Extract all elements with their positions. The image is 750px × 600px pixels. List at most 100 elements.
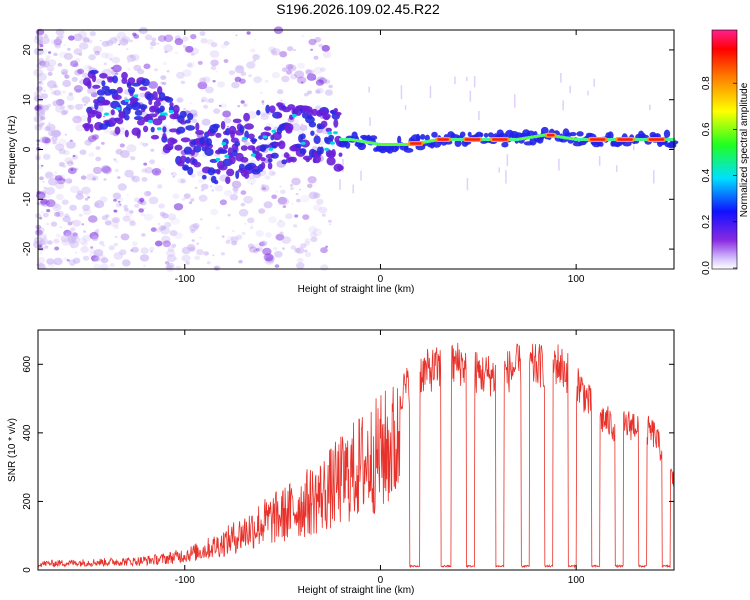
spectrogram-speckle bbox=[197, 81, 208, 90]
spectrogram-speckle bbox=[226, 235, 234, 242]
spectrogram-speckle bbox=[190, 173, 196, 178]
spectrogram-speckle bbox=[196, 249, 204, 256]
spectrogram-ridge-blob bbox=[403, 147, 414, 153]
spectrogram-ridge-blob bbox=[212, 123, 220, 129]
colorbar-gradient bbox=[711, 29, 738, 270]
spectrogram-speckle bbox=[88, 135, 97, 143]
spectrogram-core bbox=[292, 114, 297, 118]
spectrogram-speckle bbox=[84, 139, 92, 146]
snr-frame bbox=[37, 329, 675, 571]
spectrogram-speckle bbox=[246, 31, 251, 35]
spectrogram-speckle bbox=[232, 229, 235, 233]
spectrogram-speckle bbox=[62, 215, 71, 223]
spectrogram-speckle bbox=[126, 48, 129, 50]
spectrogram-speckle bbox=[38, 108, 46, 114]
spectrogram-ridge-blob bbox=[240, 156, 249, 163]
spectrogram-ridge-blob bbox=[244, 123, 254, 130]
spectrogram-core bbox=[333, 131, 338, 135]
spectrogram-speckle bbox=[307, 183, 313, 188]
spectrogram-ridge-blob bbox=[255, 153, 261, 161]
spectrogram-ridge-blob bbox=[159, 105, 165, 113]
spectrogram-speckle bbox=[64, 74, 70, 79]
spectrogram-speckle bbox=[57, 138, 67, 147]
spectrogram-speckle bbox=[312, 228, 323, 237]
spectrogram-speckle bbox=[112, 64, 122, 73]
spectrogram-speckle bbox=[215, 138, 219, 142]
spectrogram-speckle bbox=[235, 234, 243, 240]
spectrogram-speckle bbox=[309, 188, 312, 190]
spectrogram-core bbox=[168, 110, 174, 114]
spectrogram-speckle bbox=[201, 118, 211, 126]
spectrogram-speckle bbox=[130, 249, 134, 252]
spectrogram-speckle bbox=[82, 204, 91, 211]
spectrogram-speckle bbox=[160, 75, 167, 80]
spectrogram-speckle bbox=[260, 240, 268, 247]
spectrogram-streak bbox=[466, 178, 469, 191]
spectrogram-speckle bbox=[143, 207, 146, 210]
snr-series-line bbox=[37, 342, 675, 569]
spectrogram-streak bbox=[649, 104, 651, 110]
spectrogram-speckle bbox=[44, 141, 50, 146]
spectrogram-speckle bbox=[39, 252, 43, 255]
spectrogram-speckle bbox=[254, 38, 257, 41]
spectrogram-speckle bbox=[286, 69, 292, 75]
spectrogram-speckle bbox=[160, 226, 171, 235]
snr-plot-area bbox=[38, 330, 674, 570]
spectrogram-speckle bbox=[68, 239, 76, 245]
spectrogram-ridge-blob bbox=[95, 111, 102, 119]
spectrogram-speckle bbox=[129, 220, 136, 227]
spectrogram-speckle bbox=[73, 63, 79, 68]
spectrogram-speckle bbox=[83, 104, 86, 107]
spectrogram-speckle bbox=[99, 39, 102, 42]
spectrogram-speckle bbox=[52, 100, 60, 107]
spectrogram-speckle bbox=[248, 174, 256, 180]
spectrogram-speckle bbox=[291, 177, 301, 186]
spectrogram-speckle bbox=[39, 136, 49, 144]
spectrogram-ridge-blob bbox=[328, 134, 335, 141]
spectrogram-peak bbox=[648, 138, 665, 141]
spectrogram-ridge-blob bbox=[267, 162, 273, 170]
spectrogram-ridge-blob bbox=[265, 104, 271, 114]
spectrogram-speckle bbox=[274, 250, 283, 258]
spectrogram-speckle bbox=[72, 155, 76, 157]
spectrogram-speckle bbox=[38, 57, 45, 63]
spectrogram-speckle bbox=[200, 183, 209, 190]
spectrogram-speckle bbox=[126, 54, 136, 62]
spectrogram-speckle bbox=[81, 96, 91, 104]
spectrogram-ridge-blob bbox=[121, 71, 128, 80]
spectrogram-speckle bbox=[82, 72, 89, 79]
spectrogram-ridge-blob bbox=[526, 130, 535, 137]
spectrogram-speckle bbox=[150, 148, 155, 152]
spectrogram-speckle bbox=[65, 178, 73, 184]
spectrogram-speckle bbox=[321, 44, 330, 52]
spectrogram-speckle bbox=[47, 71, 53, 76]
spectrogram-speckle bbox=[133, 197, 140, 203]
spectrogram-speckle bbox=[148, 81, 159, 89]
spectrogram-speckle bbox=[164, 221, 172, 228]
spectrogram-streak bbox=[360, 170, 362, 181]
spectrogram-speckle bbox=[238, 208, 249, 217]
spectrogram-speckle bbox=[109, 128, 112, 130]
spectrogram-ridge-blob bbox=[607, 131, 614, 141]
spectrogram-speckle bbox=[74, 103, 83, 111]
spectrogram-speckle bbox=[63, 257, 68, 261]
spectrogram-speckle bbox=[67, 167, 77, 175]
spectrogram-speckle bbox=[46, 258, 55, 265]
spectrogram-ridge-blob bbox=[290, 156, 297, 163]
spectrogram-speckle bbox=[200, 38, 208, 44]
spectrogram-speckle bbox=[75, 124, 85, 132]
spectrogram-speckle bbox=[89, 31, 96, 37]
spectrogram-ridge-blob bbox=[89, 123, 94, 133]
spectrogram-speckle bbox=[227, 213, 231, 217]
spectrogram-speckle bbox=[66, 104, 72, 109]
spectrogram-speckle bbox=[285, 63, 294, 70]
spectrogram-speckle bbox=[104, 129, 110, 134]
spectrogram-speckle bbox=[307, 176, 317, 184]
spectrogram-ridge-blob bbox=[270, 152, 279, 159]
spectrogram-speckle bbox=[114, 159, 119, 163]
spectrogram-speckle bbox=[87, 65, 92, 69]
spectrogram-speckle bbox=[52, 84, 58, 88]
spectrogram-x-tick-label: -100 bbox=[175, 274, 195, 285]
spectrogram-speckle bbox=[320, 247, 324, 250]
